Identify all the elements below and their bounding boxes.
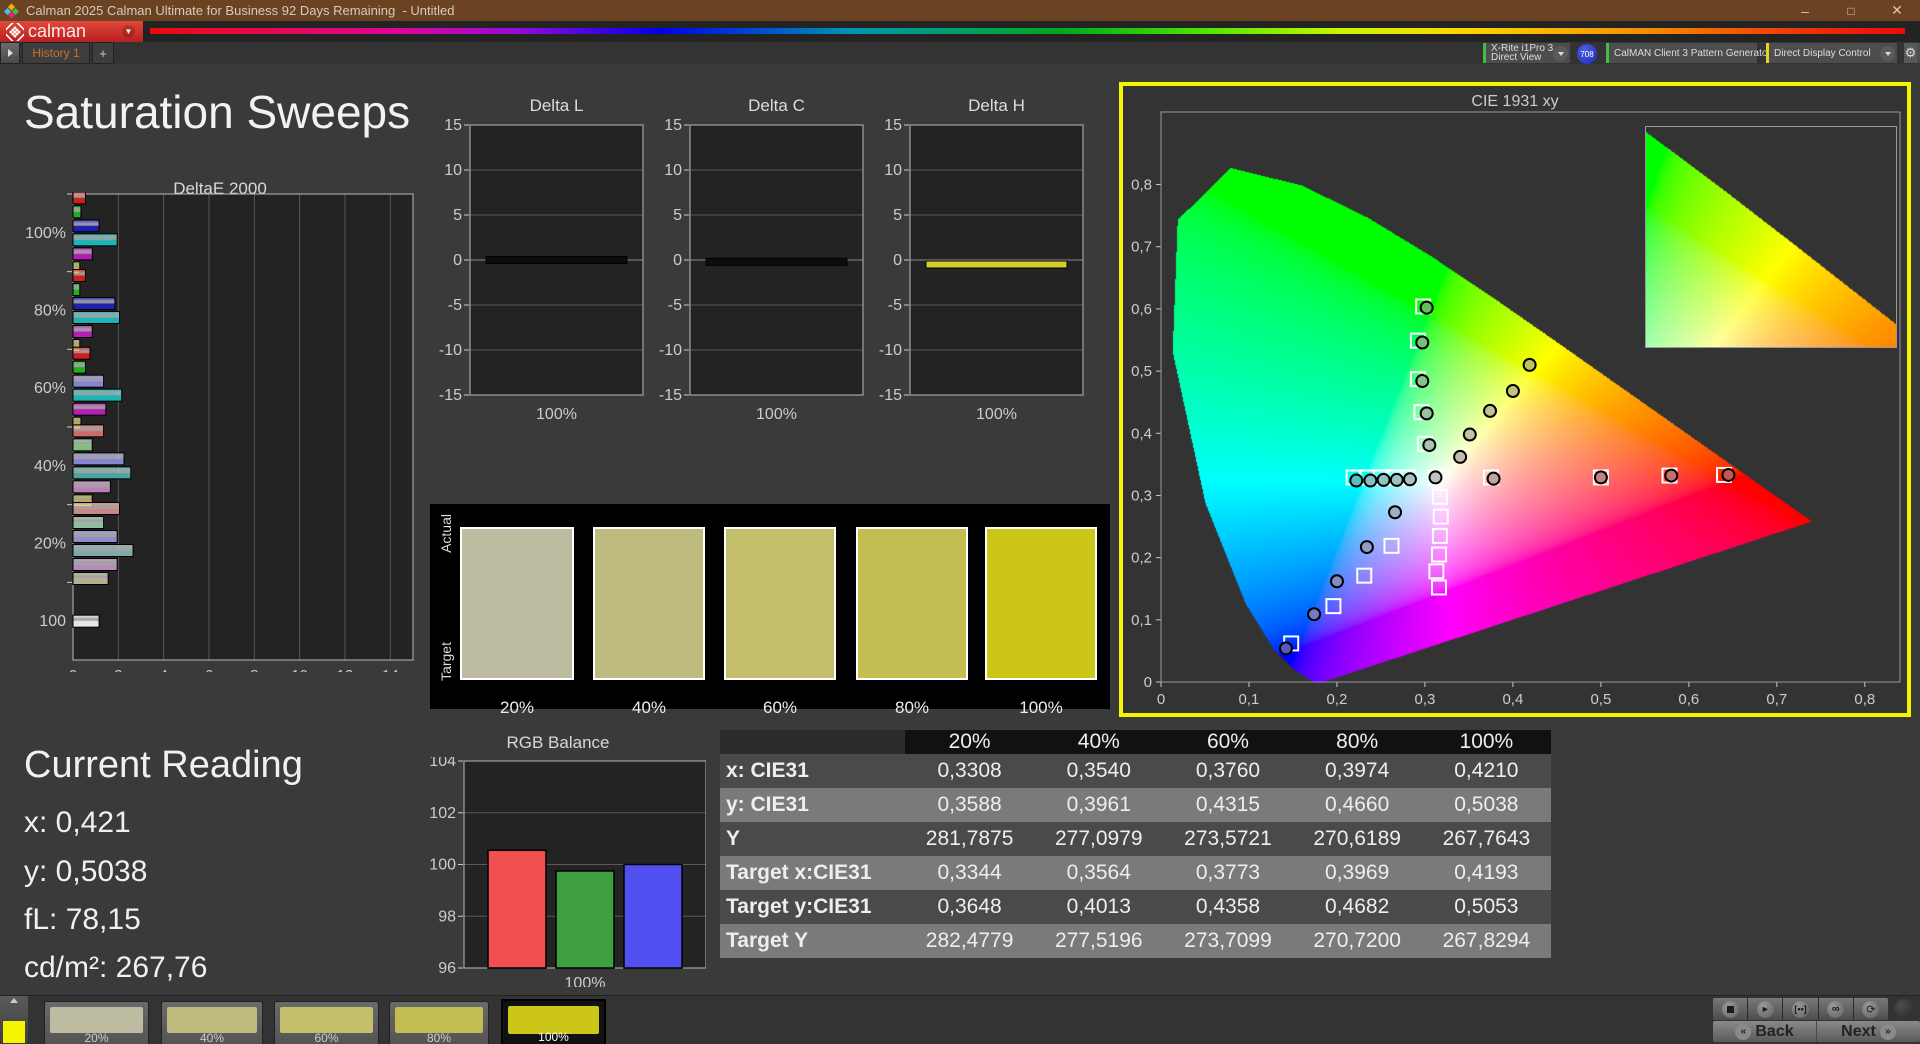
svg-text:0,3: 0,3 xyxy=(1414,691,1435,708)
svg-text:-15: -15 xyxy=(659,387,682,404)
svg-text:10: 10 xyxy=(664,162,682,179)
svg-text:0,2: 0,2 xyxy=(1327,691,1348,708)
svg-text:-15: -15 xyxy=(879,387,902,404)
svg-text:8: 8 xyxy=(250,667,258,672)
svg-text:-5: -5 xyxy=(668,297,682,314)
svg-text:-15: -15 xyxy=(439,387,462,404)
svg-text:100: 100 xyxy=(429,857,456,874)
svg-text:0,2: 0,2 xyxy=(1131,550,1152,567)
svg-text:15: 15 xyxy=(444,117,462,134)
svg-text:0,4: 0,4 xyxy=(1131,425,1152,442)
svg-text:96: 96 xyxy=(438,960,456,977)
svg-text:6: 6 xyxy=(205,667,213,672)
svg-text:0: 0 xyxy=(1157,691,1165,708)
svg-text:100%: 100% xyxy=(976,406,1017,423)
svg-text:0,5: 0,5 xyxy=(1131,363,1152,380)
svg-text:60%: 60% xyxy=(34,380,66,397)
svg-text:15: 15 xyxy=(664,117,682,134)
svg-text:Delta H: Delta H xyxy=(968,96,1025,115)
svg-text:10: 10 xyxy=(444,162,462,179)
svg-text:5: 5 xyxy=(453,207,462,224)
svg-text:0,7: 0,7 xyxy=(1766,691,1787,708)
svg-text:100%: 100% xyxy=(25,225,66,242)
svg-text:100%: 100% xyxy=(756,406,797,423)
svg-text:12: 12 xyxy=(337,667,354,672)
svg-text:102: 102 xyxy=(429,805,456,822)
svg-text:-5: -5 xyxy=(888,297,902,314)
svg-text:0: 0 xyxy=(1144,674,1152,691)
svg-text:0,8: 0,8 xyxy=(1854,691,1875,708)
svg-text:40%: 40% xyxy=(34,458,66,475)
svg-text:5: 5 xyxy=(673,207,682,224)
svg-text:80%: 80% xyxy=(34,303,66,320)
svg-text:10: 10 xyxy=(291,667,308,672)
svg-text:0: 0 xyxy=(453,252,462,269)
svg-text:0,5: 0,5 xyxy=(1590,691,1611,708)
svg-text:-10: -10 xyxy=(879,342,902,359)
svg-text:0,1: 0,1 xyxy=(1239,691,1260,708)
svg-text:2: 2 xyxy=(114,667,122,672)
svg-text:100: 100 xyxy=(39,613,66,630)
svg-text:104: 104 xyxy=(429,757,456,770)
svg-text:0,7: 0,7 xyxy=(1131,239,1152,256)
svg-text:98: 98 xyxy=(438,908,456,925)
svg-text:-10: -10 xyxy=(659,342,682,359)
svg-text:0,6: 0,6 xyxy=(1678,691,1699,708)
svg-text:Delta C: Delta C xyxy=(748,96,805,115)
svg-text:100%: 100% xyxy=(565,975,606,987)
svg-text:0,4: 0,4 xyxy=(1502,691,1523,708)
svg-text:10: 10 xyxy=(884,162,902,179)
svg-text:0: 0 xyxy=(69,667,77,672)
svg-text:0: 0 xyxy=(673,252,682,269)
svg-text:0,6: 0,6 xyxy=(1131,301,1152,318)
svg-text:4: 4 xyxy=(159,667,167,672)
svg-text:0,3: 0,3 xyxy=(1131,487,1152,504)
svg-text:-5: -5 xyxy=(448,297,462,314)
svg-text:0: 0 xyxy=(893,252,902,269)
svg-text:Delta L: Delta L xyxy=(530,96,584,115)
svg-text:15: 15 xyxy=(884,117,902,134)
svg-text:0,1: 0,1 xyxy=(1131,612,1152,629)
svg-text:5: 5 xyxy=(893,207,902,224)
svg-text:0,8: 0,8 xyxy=(1131,177,1152,194)
svg-text:100%: 100% xyxy=(536,406,577,423)
svg-text:20%: 20% xyxy=(34,536,66,553)
svg-text:-10: -10 xyxy=(439,342,462,359)
svg-text:14: 14 xyxy=(382,667,399,672)
